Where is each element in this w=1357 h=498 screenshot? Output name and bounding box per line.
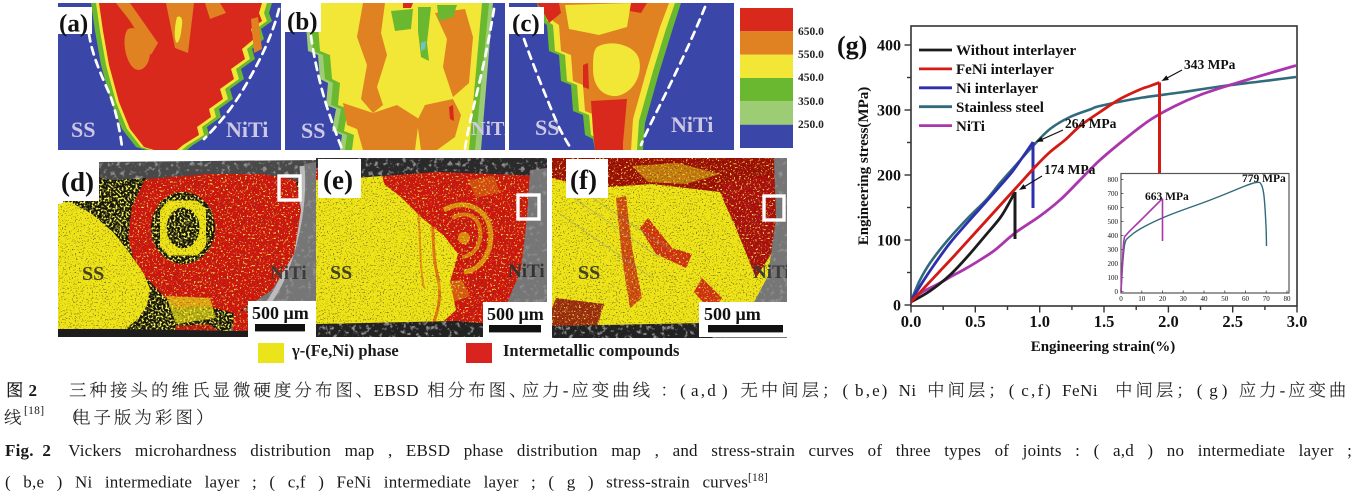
svg-text:Without interlayer: Without interlayer xyxy=(956,43,1076,59)
svg-text:c,f: c,f xyxy=(1021,381,1045,400)
svg-text:10: 10 xyxy=(1138,295,1146,303)
svg-text:Ni: Ni xyxy=(899,381,917,400)
svg-text:2: 2 xyxy=(29,381,38,400)
svg-text:30: 30 xyxy=(1180,295,1188,303)
svg-text:-: - xyxy=(563,381,569,400)
svg-text:NiTi: NiTi xyxy=(671,112,713,137)
svg-text:0.0: 0.0 xyxy=(901,312,922,331)
svg-text:g: g xyxy=(1209,381,1218,400)
svg-text:(a): (a) xyxy=(59,11,88,38)
svg-text:(c): (c) xyxy=(512,11,540,38)
svg-text:40: 40 xyxy=(1201,295,1209,303)
svg-text:SS: SS xyxy=(301,118,325,143)
svg-text:NiTi: NiTi xyxy=(956,119,985,135)
svg-text:(: ( xyxy=(680,381,686,400)
svg-text:600: 600 xyxy=(1108,204,1119,212)
svg-text:450.0: 450.0 xyxy=(798,72,824,84)
svg-text:(: ( xyxy=(1009,381,1015,400)
svg-text:): ) xyxy=(1222,381,1228,400)
svg-text:700: 700 xyxy=(1108,190,1119,198)
svg-text:100: 100 xyxy=(1108,274,1119,282)
svg-text:0: 0 xyxy=(893,298,901,315)
svg-text:550.0: 550.0 xyxy=(798,49,824,61)
svg-text:NiTi: NiTi xyxy=(270,263,307,284)
svg-text:0.5: 0.5 xyxy=(965,312,986,331)
svg-text:250.0: 250.0 xyxy=(798,119,824,131)
svg-text:2.5: 2.5 xyxy=(1222,312,1243,331)
svg-text:FeNi interlayer: FeNi interlayer xyxy=(956,62,1054,78)
svg-text:SS: SS xyxy=(71,117,95,142)
svg-text:(d): (d) xyxy=(61,167,94,197)
svg-text:): ) xyxy=(882,381,888,400)
svg-text:NiTi: NiTi xyxy=(753,262,787,283)
svg-text:1.5: 1.5 xyxy=(1094,312,1115,331)
svg-text:NiTi: NiTi xyxy=(226,117,268,142)
svg-text:(: ( xyxy=(1197,381,1203,400)
svg-text:Stainless steel: Stainless steel xyxy=(956,100,1044,116)
svg-text:20: 20 xyxy=(1159,295,1167,303)
svg-text:70: 70 xyxy=(1263,295,1271,303)
svg-text:400: 400 xyxy=(877,38,901,55)
svg-text:): ) xyxy=(722,381,728,400)
svg-text:779 MPa: 779 MPa xyxy=(1242,173,1286,185)
svg-text:650.0: 650.0 xyxy=(798,26,824,38)
svg-text:FeNi: FeNi xyxy=(1062,381,1098,400)
svg-text:0: 0 xyxy=(1119,295,1123,303)
svg-text:(b): (b) xyxy=(287,9,318,36)
svg-text:400: 400 xyxy=(1108,232,1119,240)
svg-text:a,d: a,d xyxy=(691,381,718,400)
svg-text:): ) xyxy=(1045,381,1051,400)
svg-text:500 μm: 500 μm xyxy=(252,303,309,323)
svg-text:b,e: b,e xyxy=(855,381,882,400)
svg-text:200: 200 xyxy=(877,168,901,185)
svg-text:SS: SS xyxy=(578,262,600,284)
svg-text:264 MPa: 264 MPa xyxy=(1065,116,1117,131)
svg-text:SS: SS xyxy=(330,262,352,284)
svg-text:300: 300 xyxy=(1108,246,1119,254)
svg-text:60: 60 xyxy=(1242,295,1250,303)
svg-text:(: ( xyxy=(843,381,849,400)
svg-text:NiTi: NiTi xyxy=(471,118,505,140)
svg-text:343 MPa: 343 MPa xyxy=(1184,57,1236,72)
svg-text:80: 80 xyxy=(1284,295,1292,303)
svg-text:200: 200 xyxy=(1108,260,1119,268)
svg-text:0: 0 xyxy=(1115,288,1119,296)
svg-text:500: 500 xyxy=(1108,218,1119,226)
svg-text:NiTi: NiTi xyxy=(508,261,545,282)
svg-text:(e): (e) xyxy=(323,165,353,195)
svg-text:2.0: 2.0 xyxy=(1158,312,1179,331)
svg-text:(g): (g) xyxy=(837,31,867,60)
svg-text:(f): (f) xyxy=(570,165,597,195)
svg-text:3.0: 3.0 xyxy=(1287,312,1308,331)
svg-text:SS: SS xyxy=(82,263,104,285)
svg-text:800: 800 xyxy=(1108,176,1119,184)
svg-text:663 MPa: 663 MPa xyxy=(1145,191,1189,203)
svg-text:1.0: 1.0 xyxy=(1029,312,1050,331)
svg-text:-: - xyxy=(1280,381,1286,400)
svg-text:300: 300 xyxy=(877,103,901,120)
svg-text:350.0: 350.0 xyxy=(798,96,824,108)
svg-text:Engineering stress(MPa): Engineering stress(MPa) xyxy=(856,87,872,245)
svg-text:SS: SS xyxy=(535,115,559,140)
svg-text:[18]: [18] xyxy=(24,405,44,417)
svg-text:174 MPa: 174 MPa xyxy=(1044,162,1096,177)
svg-text:Ni interlayer: Ni interlayer xyxy=(956,81,1038,97)
svg-text:500 μm: 500 μm xyxy=(487,304,544,324)
svg-text:100: 100 xyxy=(877,233,901,250)
svg-text:EBSD: EBSD xyxy=(374,381,419,400)
svg-text:50: 50 xyxy=(1221,295,1229,303)
svg-text:500 μm: 500 μm xyxy=(704,304,761,324)
svg-text:Engineering strain(%): Engineering strain(%) xyxy=(1031,339,1176,355)
